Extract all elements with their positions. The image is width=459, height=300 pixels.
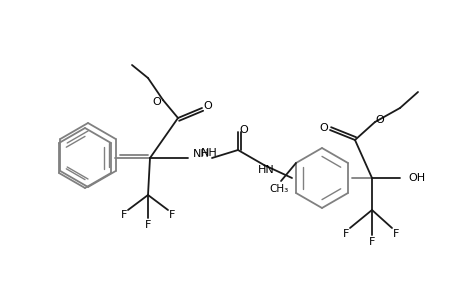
Text: NH: NH [200, 148, 217, 158]
Text: O: O [152, 97, 161, 107]
Text: O: O [239, 125, 248, 135]
Text: F: F [168, 210, 175, 220]
Text: O: O [375, 115, 384, 125]
Text: F: F [145, 220, 151, 230]
Text: OH: OH [407, 173, 424, 183]
Text: F: F [392, 229, 398, 239]
Text: CH₃: CH₃ [269, 184, 288, 194]
Text: F: F [368, 237, 375, 247]
Text: O: O [319, 123, 328, 133]
Text: F: F [121, 210, 127, 220]
Text: F: F [342, 229, 348, 239]
Text: NH: NH [193, 149, 209, 159]
Text: O: O [203, 101, 212, 111]
Text: HN: HN [257, 165, 274, 175]
